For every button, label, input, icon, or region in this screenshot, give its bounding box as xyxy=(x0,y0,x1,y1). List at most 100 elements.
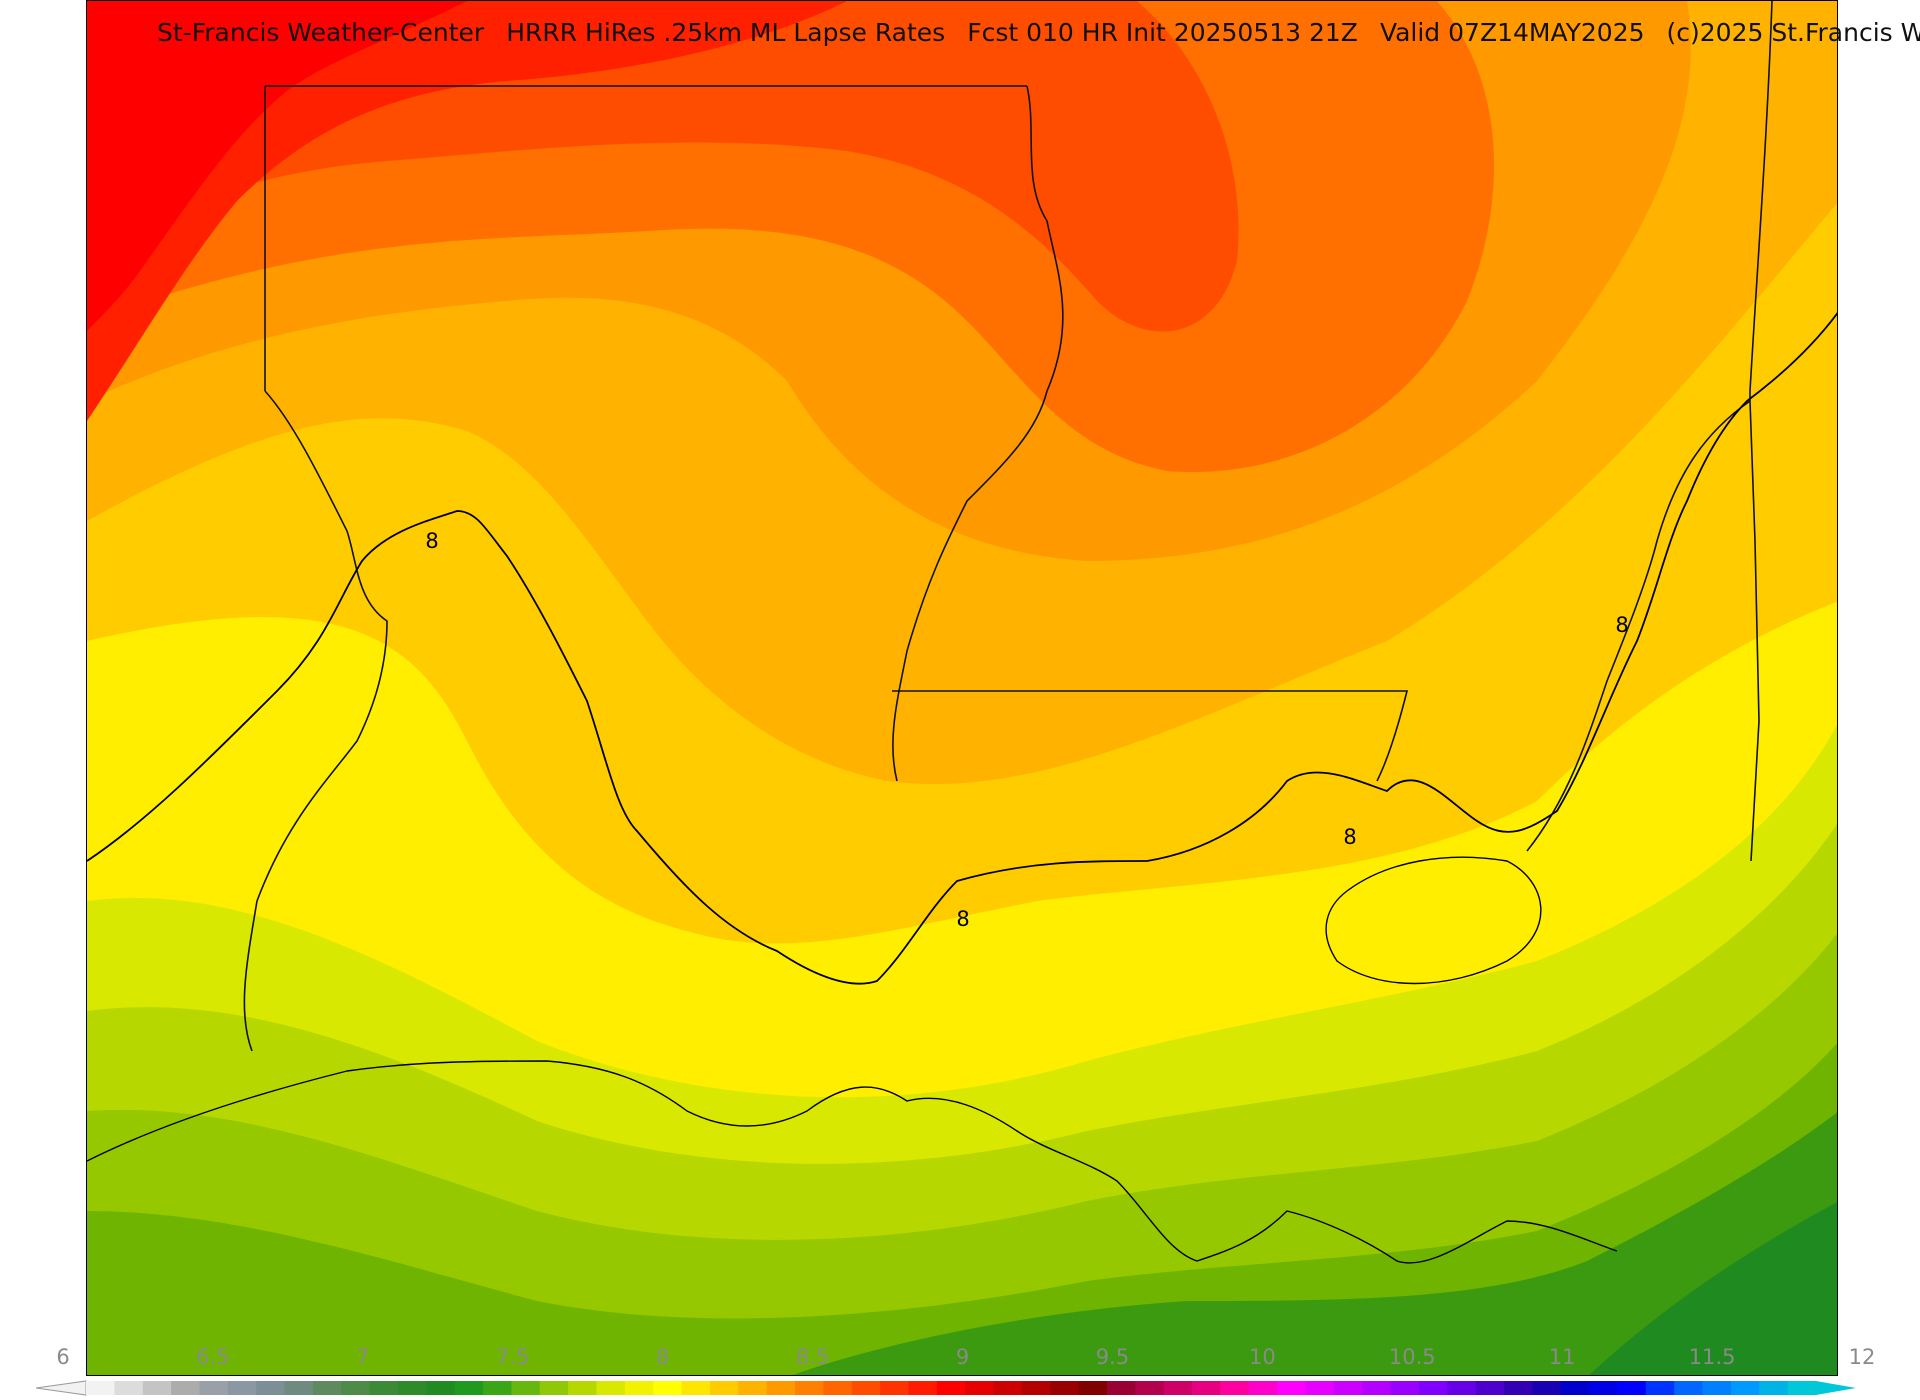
band-dark-green xyxy=(792,1112,1837,1375)
colorbar-swatch xyxy=(1560,1381,1590,1395)
boundary-east xyxy=(1749,1,1773,862)
lake xyxy=(1325,856,1542,985)
title-model: HRRR HiRes .25km ML Lapse Rates xyxy=(506,18,946,47)
colorbar-tick-label: 8.5 xyxy=(795,1345,830,1369)
colorbar-swatch xyxy=(851,1381,881,1395)
colorbar-swatch xyxy=(511,1381,541,1395)
colorbar-swatch xyxy=(1702,1381,1732,1395)
map-title: St-Francis Weather-Center HRRR HiRes .25k… xyxy=(157,18,1920,47)
colorbar-extend-high xyxy=(1816,1381,1856,1395)
colorbar-swatch xyxy=(256,1381,286,1395)
colorbar-swatch xyxy=(596,1381,626,1395)
contour-label: 8 xyxy=(1615,613,1629,637)
colorbar-tick-label: 11 xyxy=(1548,1345,1576,1369)
river-west xyxy=(243,390,388,1052)
colorbar-swatch xyxy=(681,1381,711,1395)
colorbar-tick-label: 6 xyxy=(56,1345,70,1369)
colorbar-swatch xyxy=(1617,1381,1647,1395)
colorbar-tick-label: 11.5 xyxy=(1688,1345,1736,1369)
river-east xyxy=(1526,400,1751,852)
colorbar-extend-low xyxy=(36,1380,87,1396)
colorbar-swatch xyxy=(1362,1381,1392,1395)
colorbar-swatch xyxy=(312,1381,342,1395)
colorbar-swatch xyxy=(624,1381,654,1395)
colorbar-swatch xyxy=(86,1381,115,1395)
colorbar-swatch xyxy=(1277,1381,1307,1395)
colorbar-swatch xyxy=(1135,1381,1165,1395)
colorbar-swatch xyxy=(1787,1381,1817,1395)
colorbar-swatch xyxy=(936,1381,966,1395)
colorbar-swatch xyxy=(171,1381,200,1395)
colorbar-swatch xyxy=(1050,1381,1080,1395)
colorbar-swatch xyxy=(1447,1381,1477,1395)
map-panel: 8 8 8 8 8 xyxy=(86,0,1838,1376)
colorbar-swatch xyxy=(965,1381,995,1395)
contour-8-line xyxy=(87,312,1837,985)
colorbar-swatch xyxy=(1532,1381,1562,1395)
colorbar-swatch xyxy=(1106,1381,1136,1395)
band-green xyxy=(87,1043,1837,1375)
colorbar-tick-label: 6.5 xyxy=(196,1345,230,1369)
colorbar-swatch xyxy=(709,1381,739,1395)
colorbar-swatch xyxy=(114,1381,144,1395)
colorbar-swatch xyxy=(369,1381,399,1395)
colorbar-swatch xyxy=(1021,1381,1051,1395)
title-valid: Valid 07Z14MAY2025 xyxy=(1379,18,1645,47)
colorbar-swatch xyxy=(738,1381,768,1395)
colorbar-swatch xyxy=(483,1381,512,1395)
colorbar-swatch xyxy=(1390,1381,1420,1395)
colorbar-swatch xyxy=(199,1381,229,1395)
colorbar-swatch xyxy=(284,1381,314,1395)
colorbar-tick-label: 12 xyxy=(1848,1345,1876,1369)
colorbar-swatch xyxy=(1333,1381,1363,1395)
colorbar-swatch xyxy=(1589,1381,1618,1395)
band-red xyxy=(87,1,847,421)
contour-label: 8 xyxy=(956,907,970,931)
state-boundaries xyxy=(243,1,1773,1052)
colorbar-swatch xyxy=(539,1381,569,1395)
colorbar-swatch xyxy=(142,1381,172,1395)
colorbar-swatch xyxy=(1475,1381,1505,1395)
colorbar-swatch xyxy=(1674,1381,1704,1395)
lapse-rate-map xyxy=(87,1,1837,1375)
colorbar-tick-label: 9 xyxy=(955,1345,970,1369)
colorbar-swatch xyxy=(1730,1381,1760,1395)
colorbar-swatch xyxy=(766,1381,796,1395)
colorbar-swatch xyxy=(397,1381,427,1395)
colorbar-swatch xyxy=(568,1381,597,1395)
colorbar-tick-label: 7 xyxy=(356,1345,370,1369)
colorbar-swatch xyxy=(880,1381,909,1395)
title-copyright: (c)2025 St.Francis Weather xyxy=(1666,18,1920,47)
contour-label: 8 xyxy=(425,529,439,553)
contour-label: 8 xyxy=(1343,825,1357,849)
colorbar-swatch xyxy=(1192,1381,1221,1395)
colorbar-swatch xyxy=(426,1381,456,1395)
colorbar-tick-label: 10 xyxy=(1248,1345,1276,1369)
coastline xyxy=(87,1060,1618,1264)
colorbar-swatch xyxy=(1418,1381,1448,1395)
colorbar-tick-label: 10.5 xyxy=(1388,1345,1436,1369)
colorbar-swatch xyxy=(1504,1381,1533,1395)
river-main xyxy=(892,85,1064,782)
colorbar-swatch xyxy=(1248,1381,1278,1395)
colorbar-swatch xyxy=(454,1381,484,1395)
colorbar-tick-label: 7.5 xyxy=(496,1345,530,1369)
colorbar-swatch xyxy=(1220,1381,1250,1395)
colorbar-swatch xyxy=(1645,1381,1675,1395)
colorbar xyxy=(36,1380,1856,1396)
colorbar-tick-label: 8 xyxy=(655,1345,670,1369)
colorbar-swatch xyxy=(1759,1381,1789,1395)
colorbar-swatch xyxy=(823,1381,853,1395)
colorbar-tick-label: 9.5 xyxy=(1095,1345,1130,1369)
colorbar-swatch xyxy=(653,1381,683,1395)
colorbar-swatch xyxy=(341,1381,371,1395)
colorbar-swatch xyxy=(1163,1381,1193,1395)
title-forecast: Fcst 010 HR Init 20250513 21Z xyxy=(967,18,1358,47)
colorbar-swatch xyxy=(993,1381,1023,1395)
colorbar-swatch xyxy=(227,1381,257,1395)
boundary-mid xyxy=(892,690,1409,782)
title-source: St-Francis Weather-Center xyxy=(157,18,485,47)
colorbar-swatch xyxy=(795,1381,824,1395)
colorbar-swatch xyxy=(1305,1381,1335,1395)
band-deep-green xyxy=(1589,1202,1837,1375)
